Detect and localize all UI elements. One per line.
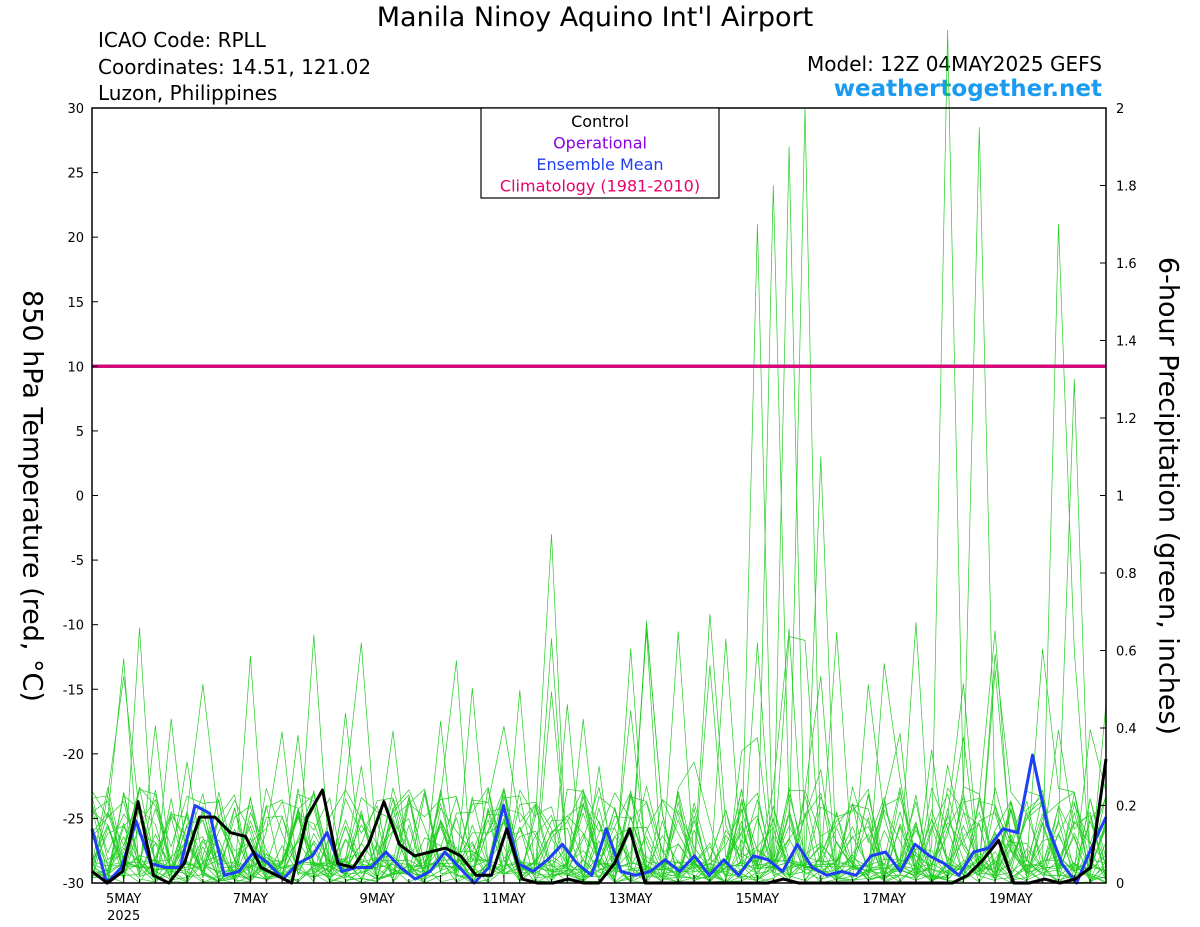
legend-box [480, 107, 720, 199]
x-tick-label: 15MAY [736, 892, 780, 907]
y-tick-label: 25 [67, 167, 84, 182]
y-tick-label: -10 [63, 619, 84, 634]
precip-member-line [91, 223, 1107, 884]
precip-member-line [91, 624, 1107, 884]
chart-axes: 302520151050-5-10-15-20-25-3021.81.61.41… [63, 102, 1137, 924]
model-run: Model: 12Z 04MAY2025 GEFS [807, 52, 1102, 76]
precip-member-line [91, 634, 1107, 883]
page-title: Manila Ninoy Aquino Int'l Airport [376, 2, 814, 33]
icao-code: ICAO Code: RPLL [98, 28, 266, 52]
region: Luzon, Philippines [98, 81, 278, 105]
x-tick-label: 11MAY [482, 892, 526, 907]
y-tick-label: 5 [76, 425, 84, 440]
x-tick-label: 7MAY [233, 892, 268, 907]
x-tick-label: 5MAY [106, 892, 141, 907]
precip-member-line [91, 378, 1107, 884]
y2-tick-label: 0 [1116, 877, 1124, 892]
legend-item: Ensemble Mean [536, 155, 663, 174]
y2-tick-label: 1.8 [1116, 180, 1137, 195]
legend-item: Control [571, 112, 629, 131]
precip-member-line [91, 613, 1107, 883]
y-tick-label: -20 [63, 748, 84, 763]
y-tick-label: 20 [67, 231, 84, 246]
y2-tick-label: 0.2 [1116, 800, 1137, 815]
precip-member-line [91, 658, 1107, 884]
y2-tick-label: 1.4 [1116, 335, 1137, 350]
site-link[interactable]: weathertogether.net [833, 76, 1102, 102]
legend: Control Operational Ensemble Mean Climatolo… [480, 107, 720, 199]
precip-member-line [91, 185, 1107, 884]
y-tick-label: 15 [67, 296, 84, 311]
y2-tick-label: 1 [1116, 490, 1124, 505]
y-tick-label: -25 [63, 812, 84, 827]
y2-tick-label: 2 [1116, 102, 1124, 117]
x-tick-label: 19MAY [989, 892, 1033, 907]
precip-member-line [91, 660, 1107, 884]
legend-item: Climatology (1981-2010) [500, 177, 700, 196]
y-tick-label: 30 [67, 102, 84, 117]
y2-tick-label: 1.2 [1116, 412, 1137, 427]
coordinates: Coordinates: 14.51, 121.02 [98, 55, 372, 79]
precip-mean-line [90, 753, 1108, 885]
y-tick-label: -15 [63, 683, 84, 698]
precip-member-line [91, 146, 1107, 883]
x-tick-year: 2025 [107, 909, 140, 924]
precip-member-line [91, 627, 1107, 884]
y-tick-label: 10 [67, 360, 84, 375]
y-tick-label: -5 [71, 554, 84, 569]
y-tick-label: 0 [76, 490, 84, 505]
x-tick-label: 9MAY [360, 892, 395, 907]
main-series-lines [90, 364, 1108, 885]
y2-tick-label: 0.4 [1116, 722, 1137, 737]
precip-member-line [91, 684, 1107, 884]
precip-member-line [91, 787, 1107, 884]
precip-member-line [91, 107, 1107, 884]
y2-tick-label: 1.6 [1116, 257, 1137, 272]
y2-tick-label: 0.8 [1116, 567, 1137, 582]
x-tick-label: 13MAY [609, 892, 653, 907]
y-tick-label: -30 [63, 877, 84, 892]
precip-member-line [91, 761, 1107, 883]
x-tick-label: 17MAY [862, 892, 906, 907]
legend-item: Operational [553, 134, 647, 153]
precip-member-line [91, 792, 1107, 884]
y2-tick-label: 0.6 [1116, 645, 1137, 660]
